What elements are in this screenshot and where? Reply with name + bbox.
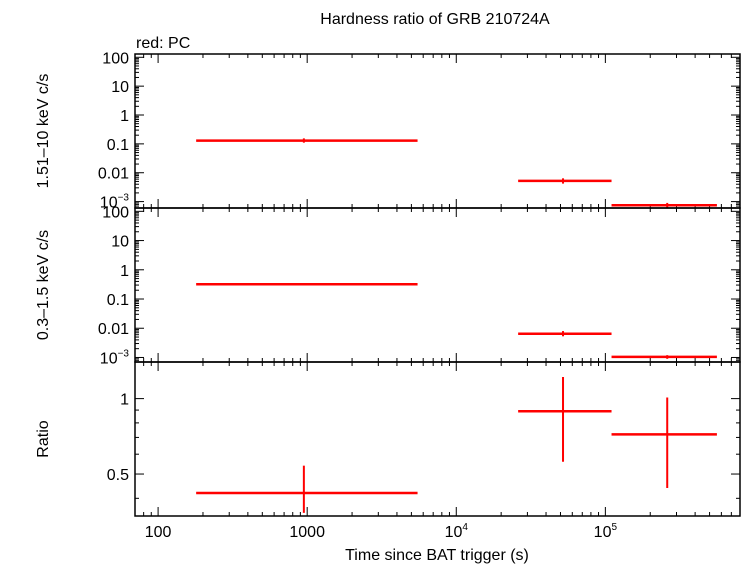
chart-title: Hardness ratio of GRB 210724A — [320, 11, 550, 28]
y-axis-label: 0.3–1.5 keV c/s — [35, 230, 52, 340]
panel-frame — [134, 53, 741, 209]
y-tick-label: 0.1 — [107, 137, 129, 154]
y-tick-label: 100 — [102, 204, 129, 221]
y-axis-label: 1.51–10 keV c/s — [35, 74, 52, 189]
y-tick-label: 10 — [111, 79, 129, 96]
x-tick-label: 104 — [445, 522, 469, 541]
y-tick-label: 0.01 — [98, 321, 129, 338]
y-tick-label: 0.1 — [107, 292, 129, 309]
y-tick-label: 1 — [120, 263, 129, 280]
y-tick-label: 0.5 — [107, 467, 129, 484]
y-tick-label: 10−3 — [100, 348, 130, 367]
y-tick-label: 1 — [120, 392, 129, 409]
x-axis-label: Time since BAT trigger (s) — [345, 547, 529, 564]
panel-ratio: 1 0.5 Ratio — [35, 361, 741, 517]
x-tick-label: 100 — [145, 524, 172, 541]
legend-text: red: PC — [136, 35, 190, 52]
y-tick-label: 1 — [120, 108, 129, 125]
y-tick-label: 100 — [102, 50, 129, 67]
y-tick-label: 10 — [111, 234, 129, 251]
y-tick-label: 0.01 — [98, 166, 129, 183]
panels: 100 10 1 0.1 0.01 10−3 1.51–10 keV c/s 100 10 1 0.… — [35, 50, 741, 541]
x-tick-label: 105 — [594, 522, 618, 541]
panel-frame — [134, 361, 741, 517]
panel-soft: 100 10 1 0.1 0.01 10−3 0.3–1.5 keV c/s — [35, 204, 741, 367]
x-tick-label: 1000 — [289, 524, 325, 541]
y-axis-label: Ratio — [35, 420, 52, 457]
